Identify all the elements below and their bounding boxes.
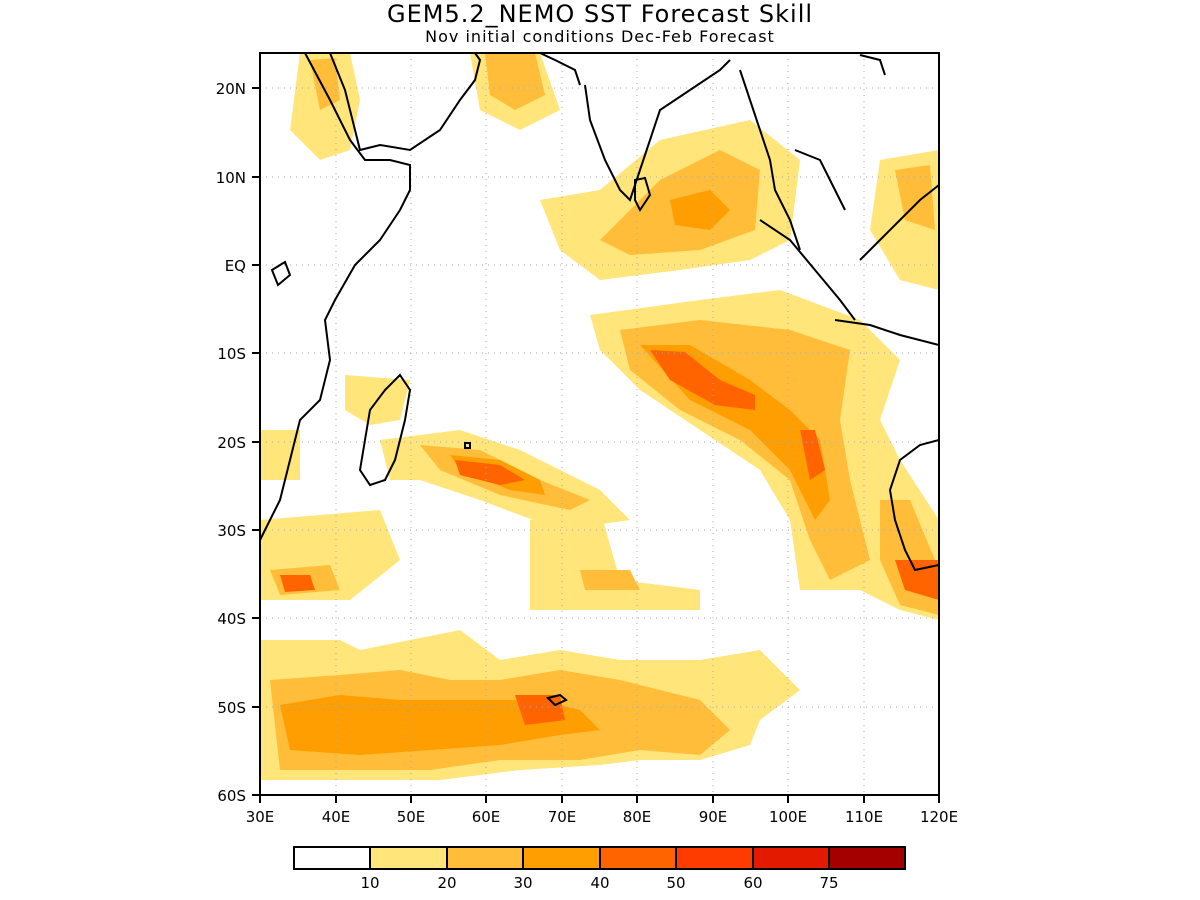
- colorbar-swatch: [522, 846, 601, 870]
- map-frame: [259, 52, 940, 796]
- colorbar-label: 60: [743, 874, 762, 892]
- y-tick-labels: 20N 10N EQ 10S 20S 30S 40S 50S 60S: [216, 80, 246, 805]
- x-tick-label: 60E: [472, 808, 501, 826]
- y-tick-label: 30S: [217, 522, 246, 540]
- map-subtitle: Nov initial conditions Dec-Feb Forecast: [425, 27, 775, 46]
- y-tick-label: 20S: [217, 434, 246, 452]
- axis-ticks: [252, 87, 940, 803]
- colorbar: 10 20 30 40 50 60 75: [293, 846, 906, 892]
- y-tick-label: 60S: [217, 787, 246, 805]
- colorbar-swatch: [369, 846, 448, 870]
- y-tick-label: 50S: [217, 699, 246, 717]
- colorbar-label: 75: [819, 874, 838, 892]
- colorbar-swatch: [293, 846, 371, 870]
- colorbar-label: 40: [590, 874, 609, 892]
- colorbar-label: 10: [360, 874, 379, 892]
- map-title: GEM5.2_NEMO SST Forecast Skill: [386, 0, 814, 28]
- colorbar-swatch: [446, 846, 524, 870]
- colorbar-swatch: [828, 846, 906, 870]
- x-tick-label: 100E: [769, 808, 807, 826]
- colorbar-label: 20: [437, 874, 456, 892]
- y-tick-label: EQ: [225, 257, 246, 275]
- colorbar-label: 30: [513, 874, 532, 892]
- x-tick-label: 120E: [920, 808, 958, 826]
- y-tick-label: 40S: [217, 610, 246, 628]
- x-tick-label: 70E: [548, 808, 577, 826]
- x-tick-label: 50E: [397, 808, 426, 826]
- coastlines: [260, 53, 939, 707]
- y-tick-label: 10S: [217, 345, 246, 363]
- colorbar-swatch: [675, 846, 754, 870]
- x-tick-label: 40E: [322, 808, 351, 826]
- x-tick-label: 30E: [246, 808, 275, 826]
- x-tick-label: 80E: [623, 808, 652, 826]
- x-tick-labels: 30E 40E 50E 60E 70E 80E 90E 100E 110E 12…: [246, 808, 958, 826]
- map-grid: [260, 53, 939, 795]
- x-tick-label: 90E: [699, 808, 728, 826]
- colorbar-swatch: [599, 846, 677, 870]
- skill-shading: [260, 53, 939, 780]
- colorbar-label: 50: [666, 874, 685, 892]
- colorbar-swatch: [752, 846, 830, 870]
- x-tick-label: 110E: [845, 808, 883, 826]
- y-tick-label: 20N: [216, 80, 246, 98]
- y-tick-label: 10N: [216, 169, 246, 187]
